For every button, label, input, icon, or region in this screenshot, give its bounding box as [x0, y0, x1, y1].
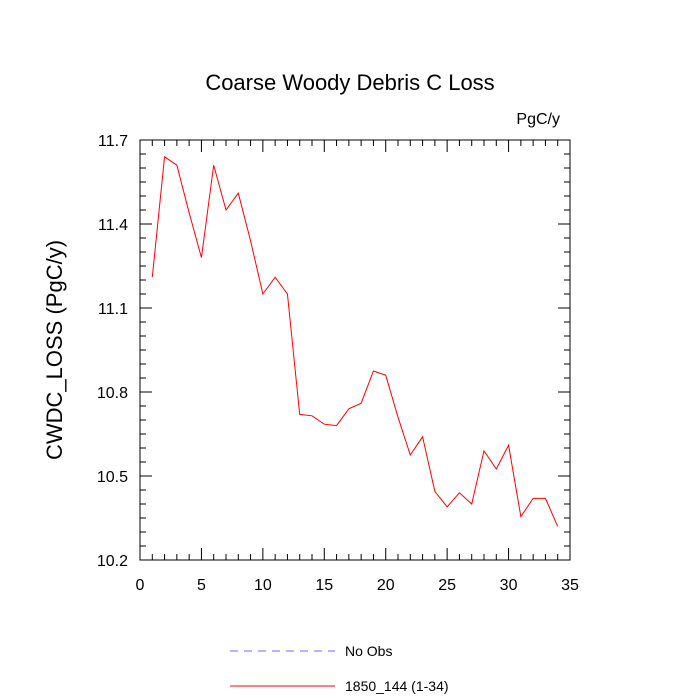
- x-tick-label: 5: [197, 577, 206, 594]
- legend-label: 1850_144 (1-34): [345, 678, 449, 694]
- legend-label: No Obs: [345, 643, 392, 659]
- x-tick-label: 35: [561, 577, 579, 594]
- x-tick-label: 0: [136, 577, 145, 594]
- plot-border: [139, 139, 571, 561]
- x-tick-label: 10: [254, 577, 272, 594]
- legend: No Obs 1850_144 (1-34): [230, 643, 449, 694]
- x-tick-label: 20: [377, 577, 395, 594]
- y-tick-label: 10.5: [97, 469, 128, 486]
- x-tick-label: 25: [438, 577, 456, 594]
- axis-ticks: [139, 139, 571, 561]
- plot-frame: [139, 139, 571, 561]
- chart-title: Coarse Woody Debris C Loss: [205, 70, 494, 95]
- y-tick-label: 11.1: [98, 301, 128, 318]
- x-tick-label: 30: [500, 577, 518, 594]
- y-tick-label: 10.8: [97, 385, 128, 402]
- units-label: PgC/y: [516, 111, 560, 128]
- y-axis-label: CWDC_LOSS (PgC/y): [42, 240, 67, 460]
- x-tick-label: 15: [315, 577, 333, 594]
- axis-tick-labels: 0 5 10 15 20 25 30 35 10.2 10.5 10.8 11.1 11.4 11.7: [97, 133, 579, 594]
- series-lines: [151, 155, 559, 527]
- y-tick-label: 11.7: [98, 133, 128, 150]
- series-line-1: [151, 155, 559, 527]
- y-tick-label: 11.4: [98, 217, 128, 234]
- y-tick-label: 10.2: [97, 553, 128, 570]
